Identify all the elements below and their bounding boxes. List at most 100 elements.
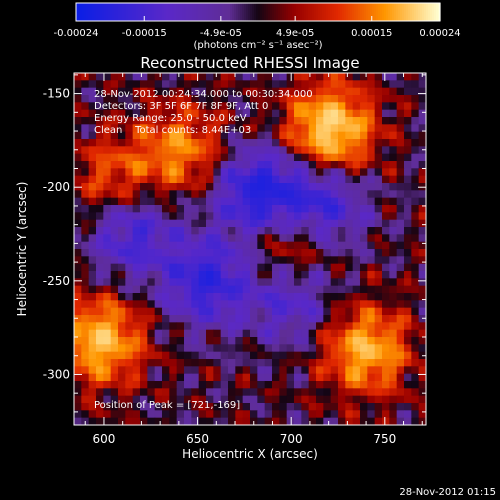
heatmap-cell [279, 183, 288, 191]
heatmap-cell [264, 80, 273, 89]
x-tick-label: 600 [93, 432, 116, 446]
heatmap-cell [411, 183, 420, 191]
heatmap-cell [382, 139, 390, 147]
heatmap-cell [81, 285, 90, 294]
heatmap-cell [250, 139, 258, 147]
colorbar-cell [426, 3, 429, 21]
heatmap-cell [257, 300, 266, 309]
heatmap-cell [206, 410, 214, 419]
heatmap-cell [191, 241, 200, 250]
heatmap-cell [88, 285, 97, 294]
heatmap-cell [96, 337, 104, 345]
heatmap-cell [389, 366, 398, 375]
heatmap-cell [213, 227, 222, 235]
heatmap-cell [286, 351, 295, 360]
heatmap-cell [191, 278, 200, 287]
heatmap-cell [308, 388, 317, 397]
heatmap-cell [110, 271, 119, 279]
heatmap-cell [418, 80, 427, 89]
heatmap-cell [140, 139, 148, 147]
heatmap-cell [389, 197, 398, 206]
heatmap-cell [198, 234, 207, 243]
colorbar-cell [250, 3, 253, 21]
heatmap-cell [96, 146, 104, 155]
peak-position-label: Position of Peak = [721,-169] [94, 400, 240, 411]
heatmap-cell [382, 87, 390, 96]
heatmap-cell [360, 293, 368, 301]
heatmap-cell [330, 373, 339, 382]
heatmap-cell [74, 359, 82, 367]
heatmap-cell [360, 263, 368, 272]
heatmap-cell [110, 175, 119, 184]
heatmap-cell [345, 168, 354, 177]
heatmap-cell [118, 285, 126, 294]
heatmap-cell [228, 175, 236, 184]
heatmap-cell [404, 241, 412, 250]
heatmap-cell [352, 256, 361, 265]
heatmap-cell [264, 410, 273, 419]
heatmap-cell [118, 241, 126, 250]
heatmap-cell [176, 307, 185, 316]
heatmap-cell [345, 417, 354, 426]
heatmap-cell [96, 109, 104, 118]
heatmap-cell [220, 337, 229, 345]
heatmap-cell [374, 285, 383, 294]
heatmap-cell [374, 300, 383, 309]
heatmap-cell [110, 227, 119, 235]
colorbar-cell [216, 3, 219, 21]
x-axis-label: Heliocentric X (arcsec) [182, 447, 318, 461]
heatmap-cell [88, 234, 97, 243]
heatmap-cell [308, 117, 317, 125]
heatmap-cell [118, 183, 126, 191]
heatmap-cell [140, 410, 148, 419]
heatmap-cell [191, 256, 200, 265]
heatmap-cell [316, 322, 324, 331]
heatmap-cell [264, 307, 273, 316]
heatmap-cell [323, 249, 332, 257]
colorbar-cell [152, 3, 155, 21]
heatmap-cell [374, 95, 383, 103]
heatmap-cell [198, 300, 207, 309]
heatmap-cell [132, 190, 141, 199]
heatmap-cells [74, 73, 427, 426]
colorbar-cell [84, 3, 87, 21]
heatmap-cell [96, 388, 104, 397]
heatmap-cell [345, 278, 354, 287]
heatmap-cell [140, 175, 148, 184]
heatmap-cell [81, 183, 90, 191]
heatmap-cell [352, 285, 361, 294]
heatmap-cell [301, 366, 310, 375]
colorbar-cell [300, 3, 303, 21]
heatmap-cell [110, 146, 119, 155]
heatmap-cell [250, 403, 258, 411]
heatmap-cell [191, 161, 200, 169]
colorbar-cell [148, 3, 151, 21]
heatmap-cell [140, 388, 148, 397]
heatmap-cell [382, 351, 390, 360]
heatmap-cell [257, 80, 266, 89]
heatmap-cell [213, 205, 222, 213]
heatmap-cell [360, 161, 368, 169]
heatmap-cell [96, 300, 104, 309]
heatmap-cell [81, 131, 90, 140]
colorbar-cell [268, 3, 271, 21]
heatmap-cell [132, 212, 141, 221]
heatmap-cell [110, 307, 119, 316]
heatmap-cell [352, 234, 361, 243]
heatmap-cell [140, 117, 148, 125]
heatmap-cell [411, 300, 420, 309]
heatmap-cell [206, 351, 214, 360]
heatmap-cell [147, 403, 156, 411]
heatmap-cell [272, 87, 280, 96]
heatmap-cell [294, 87, 302, 96]
heatmap-cell [338, 359, 346, 367]
heatmap-cell [118, 161, 126, 169]
heatmap-cell [360, 388, 368, 397]
heatmap-cell [418, 293, 427, 301]
heatmap-cell [125, 131, 134, 140]
colorbar-cell [154, 3, 157, 21]
heatmap-cell [140, 322, 148, 331]
heatmap-cell [96, 293, 104, 301]
heatmap-cell [301, 263, 310, 272]
heatmap-cell [125, 322, 134, 331]
